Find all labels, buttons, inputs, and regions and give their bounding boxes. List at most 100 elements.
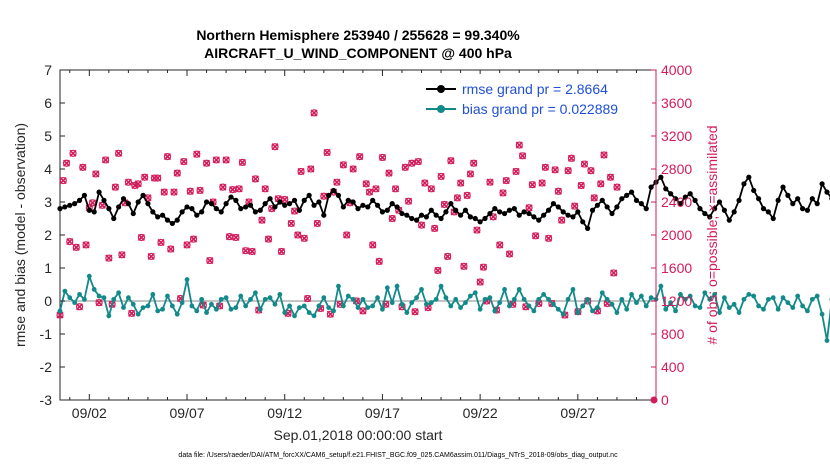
obs-assimilated-point <box>160 188 168 196</box>
obs-assimilated-point <box>59 176 67 185</box>
bias-point <box>262 296 268 302</box>
obs-assimilated-point <box>219 183 227 191</box>
y-tick-label: -1 <box>40 326 53 342</box>
obs-possible-point <box>66 238 74 246</box>
bias-point <box>370 303 376 309</box>
rmse-point <box>819 181 825 187</box>
rmse-point <box>169 220 175 227</box>
obs-assimilated-point <box>470 159 478 167</box>
y-tick-label: -2 <box>40 359 53 375</box>
obs-assimilated-point <box>486 178 494 186</box>
obs-possible-point <box>62 159 71 167</box>
x-tick-label: 09/07 <box>169 405 204 421</box>
y-tick-label-right: 800 <box>661 326 685 342</box>
obs-possible-point <box>248 247 256 256</box>
rmse-point <box>692 197 698 203</box>
bias-point <box>721 295 727 301</box>
bias-point <box>634 300 639 306</box>
obs-assimilated-point <box>597 180 605 188</box>
bias-point <box>233 305 239 310</box>
obs-possible-point <box>180 157 188 166</box>
obs-possible-point <box>606 173 615 181</box>
obs-assimilated-point <box>277 247 286 256</box>
obs-possible-point <box>600 151 608 159</box>
rmse-point <box>360 202 366 208</box>
obs-possible-point <box>385 169 393 177</box>
rmse-point <box>208 201 215 207</box>
bias-point <box>165 293 170 299</box>
obs-possible-point <box>431 224 439 232</box>
obs-possible-point <box>369 241 377 249</box>
obs-assimilated-point <box>528 181 536 189</box>
obs-assimilated-point <box>505 250 514 258</box>
obs-assimilated-point <box>248 247 256 256</box>
rmse-point <box>775 197 781 203</box>
rmse-point <box>809 196 815 202</box>
obs-possible-point <box>141 173 149 181</box>
bias-point <box>536 296 542 302</box>
bias-point <box>590 308 595 314</box>
rmse-point <box>565 212 571 218</box>
y-tick-label: 6 <box>44 95 52 111</box>
x-tick-label: 09/12 <box>267 405 302 421</box>
obs-possible-point <box>79 163 87 171</box>
rmse-point <box>116 204 122 210</box>
bias-point <box>585 296 591 302</box>
rmse-point <box>106 206 112 212</box>
rmse-point <box>585 225 591 231</box>
bias-point <box>111 296 117 302</box>
rmse-point <box>125 201 131 207</box>
rmse-point <box>541 212 547 218</box>
rmse-point <box>394 204 400 210</box>
obs-possible-point <box>193 150 201 158</box>
bias-point <box>91 287 97 292</box>
bias-point <box>340 303 346 309</box>
obs-possible-point <box>225 233 233 241</box>
bias-point <box>482 296 488 302</box>
bias-point <box>497 300 503 306</box>
bias-point <box>785 300 791 306</box>
obs-assimilated-point <box>98 201 106 209</box>
obs-assimilated-point <box>378 153 387 162</box>
rmse-point <box>682 194 688 200</box>
bias-point <box>238 293 244 299</box>
rmse-point <box>511 206 517 212</box>
rmse-point <box>501 210 508 217</box>
bias-point <box>189 303 195 309</box>
obs-assimilated-point <box>343 231 351 239</box>
obs-possible-point <box>421 179 429 187</box>
obs-possible-point <box>222 156 230 164</box>
obs-possible-point <box>440 200 448 209</box>
rmse-point <box>648 184 654 190</box>
rmse-point <box>633 197 640 203</box>
bias-point <box>687 293 693 299</box>
obs-assimilated-point <box>264 235 273 243</box>
rmse-point <box>350 199 356 205</box>
rmse-point <box>72 201 78 207</box>
rmse-point <box>409 215 415 222</box>
obs-assimilated-point <box>75 303 84 311</box>
bias-point <box>223 295 229 301</box>
bias-point <box>770 295 776 301</box>
bias-point <box>130 301 136 307</box>
bias-line <box>59 273 830 341</box>
bias-point <box>375 295 380 301</box>
bias-point <box>805 308 810 314</box>
obs-assimilated-point <box>300 234 308 242</box>
obs-possible-point <box>232 233 240 242</box>
bias-point <box>257 306 263 312</box>
obs-possible-point <box>401 163 409 171</box>
obs-assimilated-point <box>460 262 468 270</box>
rmse-point <box>199 209 205 215</box>
obs-possible-point <box>183 241 191 249</box>
obs-possible-point <box>499 189 507 197</box>
rmse-point <box>179 209 185 215</box>
obs-assimilated-point <box>229 186 237 194</box>
rmse-point <box>467 214 473 220</box>
rmse-point <box>672 196 679 202</box>
obs-possible-point <box>75 303 84 311</box>
obs-possible-point <box>365 188 374 196</box>
rmse-point <box>316 199 322 205</box>
bias-point <box>174 311 180 317</box>
bias-point <box>228 306 234 312</box>
